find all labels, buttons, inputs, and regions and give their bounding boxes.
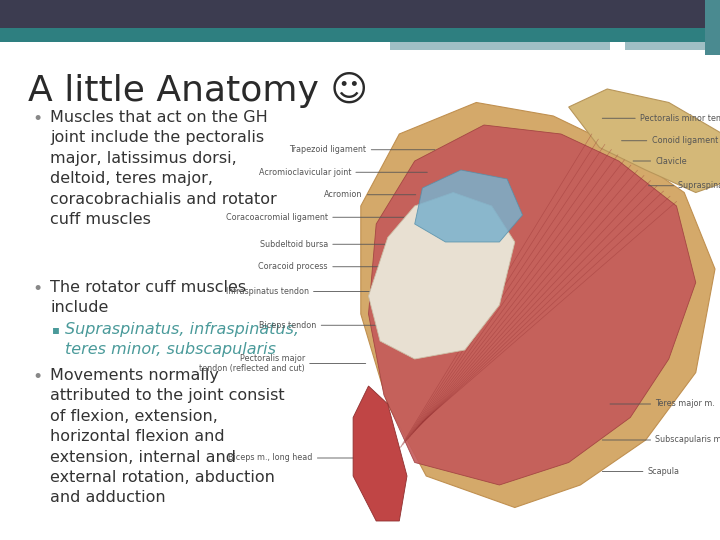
Text: Conoid ligament: Conoid ligament — [652, 136, 718, 145]
Text: Clavicle: Clavicle — [655, 157, 687, 165]
Text: •: • — [32, 368, 42, 386]
Text: A little Anatomy ☺: A little Anatomy ☺ — [28, 72, 368, 108]
Polygon shape — [569, 89, 720, 192]
Bar — [390, 42, 610, 50]
Text: Coracoacromial ligament: Coracoacromial ligament — [226, 213, 328, 222]
Text: Scapula: Scapula — [648, 467, 680, 476]
Text: Biceps m., long head: Biceps m., long head — [228, 454, 312, 462]
Text: Pectoralis minor tendon (cut): Pectoralis minor tendon (cut) — [640, 114, 720, 123]
Text: Trapezoid ligament: Trapezoid ligament — [289, 145, 366, 154]
Text: Coracoid process: Coracoid process — [258, 262, 328, 271]
Polygon shape — [369, 125, 696, 485]
Text: Muscles that act on the GH
joint include the pectoralis
major, latissimus dorsi,: Muscles that act on the GH joint include… — [50, 110, 276, 227]
Text: Subscapularis m.: Subscapularis m. — [655, 435, 720, 444]
Text: Biceps tendon: Biceps tendon — [259, 321, 317, 330]
Text: Acromioclavicular joint: Acromioclavicular joint — [258, 168, 351, 177]
Bar — [705, 0, 720, 55]
Text: ▪: ▪ — [52, 323, 60, 336]
Text: Movements normally
attributed to the joint consist
of flexion, extension,
horizo: Movements normally attributed to the joi… — [50, 368, 284, 505]
Text: Supraspinatus, infraspinatus,
teres minor, subscapularis: Supraspinatus, infraspinatus, teres mino… — [65, 322, 299, 357]
Text: The rotator cuff muscles
include: The rotator cuff muscles include — [50, 280, 246, 315]
Text: Teres major m.: Teres major m. — [655, 400, 715, 408]
Text: Subdeltoid bursa: Subdeltoid bursa — [260, 240, 328, 249]
Polygon shape — [369, 192, 515, 359]
Bar — [625, 42, 720, 50]
Text: Supraspinatus m.: Supraspinatus m. — [678, 181, 720, 190]
Bar — [0, 28, 720, 42]
Polygon shape — [361, 103, 715, 508]
Bar — [0, 0, 720, 28]
Text: Acromion: Acromion — [324, 190, 363, 199]
Polygon shape — [415, 170, 523, 242]
Text: Pectoralis major
tendon (reflected and cut): Pectoralis major tendon (reflected and c… — [199, 354, 305, 373]
Text: Infraspinatus tendon: Infraspinatus tendon — [226, 287, 309, 296]
Polygon shape — [353, 386, 407, 521]
Text: •: • — [32, 280, 42, 298]
Text: •: • — [32, 110, 42, 128]
